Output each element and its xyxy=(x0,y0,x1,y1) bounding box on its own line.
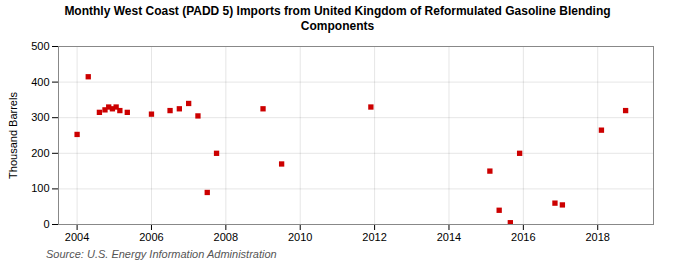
html-text:Monthly West Coast (PADD 5) Im: Monthly West Coast (PADD 5) Imports from… xyxy=(64,4,611,33)
svg-text:200: 200 xyxy=(31,147,49,159)
svg-text:Thousand Barrels: Thousand Barrels xyxy=(7,92,19,179)
svg-text:400: 400 xyxy=(31,76,49,88)
svg-text:0: 0 xyxy=(43,218,49,230)
svg-text:2004: 2004 xyxy=(65,231,89,243)
svg-text:2016: 2016 xyxy=(511,231,535,243)
svg-text:2012: 2012 xyxy=(362,231,386,243)
svg-text:2014: 2014 xyxy=(437,231,461,243)
svg-text:2006: 2006 xyxy=(139,231,163,243)
svg-text:2018: 2018 xyxy=(585,231,609,243)
html-text:Source: U.S. Energy Informatio: Source: U.S. Energy Information Administ… xyxy=(46,248,277,260)
svg-text:300: 300 xyxy=(31,111,49,123)
svg-text:100: 100 xyxy=(31,182,49,194)
svg-text:2008: 2008 xyxy=(214,231,238,243)
svg-text:2010: 2010 xyxy=(288,231,312,243)
svg-text:500: 500 xyxy=(31,40,49,52)
